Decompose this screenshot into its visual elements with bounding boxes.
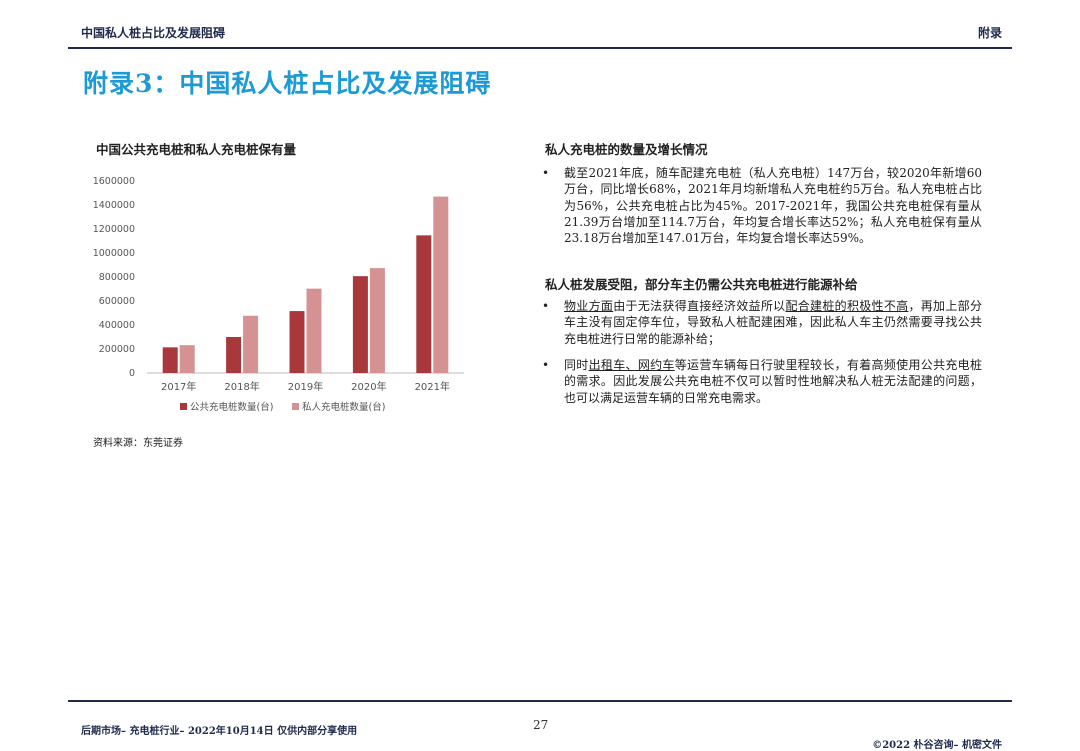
section2-bullet-1-text: 物业方面由于无法获得直接经济效益所以配合建桩的积极性不高，再加上部分车主没有固定…: [564, 298, 982, 347]
bar-private: [433, 196, 449, 373]
header-title: 中国私人桩占比及发展阻碍: [81, 26, 226, 40]
section1-title: 私人充电桩的数量及增长情况: [545, 142, 708, 157]
page-title: 附录3：中国私人桩占比及发展阻碍: [83, 69, 492, 98]
section1-bullet: • 截至2021年底，随车配建充电桩（私人充电桩）147万台，较2020年新增6…: [542, 165, 982, 246]
bar-private: [369, 268, 385, 373]
bullet-marker: •: [542, 358, 550, 372]
footer-divider: [68, 700, 1012, 702]
bullet-marker: •: [542, 299, 550, 313]
y-tick-label: 1400000: [93, 200, 135, 211]
y-tick-label: 800000: [99, 272, 135, 283]
y-tick-label: 600000: [99, 296, 135, 307]
section1-bullet-text: 截至2021年底，随车配建充电桩（私人充电桩）147万台，较2020年新增60万…: [564, 166, 982, 246]
header-divider: [68, 47, 1012, 49]
bar-private: [179, 345, 195, 373]
underlined-phrase: 出租车、网约车: [588, 358, 675, 372]
underlined-phrase: 配合建桩的积极性不高: [785, 299, 909, 313]
y-tick-label: 400000: [99, 320, 135, 331]
chart-title: 中国公共充电桩和私人充电桩保有量: [96, 142, 297, 157]
legend-label: 私人充电桩数量(台): [302, 401, 385, 413]
legend-swatch: [180, 403, 187, 410]
page-number: 27: [533, 718, 549, 732]
x-tick-label: 2021年: [415, 380, 450, 393]
header-section-label: 附录: [977, 26, 1002, 40]
bar-private: [306, 288, 322, 373]
text-run: 等运营车辆每日行驶里程较长，有着高频使用公共充电桩的需求。因此发展公共充电桩不仅…: [564, 358, 982, 405]
bullet-marker: •: [542, 166, 550, 180]
y-tick-label: 0: [129, 368, 135, 379]
bar-public: [352, 276, 368, 373]
x-tick-label: 2017年: [161, 380, 196, 393]
bar-public: [289, 311, 305, 373]
section2-title: 私人桩发展受阻，部分车主仍需公共充电桩进行能源补给: [545, 277, 858, 292]
footer-note: 后期市场– 充电桩行业– 2022年10月14日 仅供内部分享使用: [81, 726, 358, 737]
legend-swatch: [292, 403, 299, 410]
text-run: ，再加上部分车主没有固定停车位，导致私人桩配建困难，因此私人车主仍然需要寻找公共…: [564, 299, 982, 346]
section2-bullet-1: • 物业方面由于无法获得直接经济效益所以配合建桩的积极性不高，再加上部分车主没有…: [542, 298, 982, 347]
section2-bullet-2: • 同时出租车、网约车等运营车辆每日行驶里程较长，有着高频使用公共充电桩的需求。…: [542, 357, 982, 406]
legend-label: 公共充电桩数量(台): [190, 401, 273, 413]
x-tick-label: 2019年: [288, 380, 323, 393]
x-tick-label: 2020年: [351, 380, 386, 393]
chart-source: 资料来源：东莞证券: [93, 438, 183, 449]
footer-copyright: ©2022 朴谷咨询– 机密文件: [872, 740, 1002, 751]
x-tick-label: 2018年: [224, 380, 259, 393]
y-tick-label: 1200000: [93, 224, 135, 235]
bar-chart: 0 200000 400000 600000 800000 1000000 1200000 1…: [93, 176, 464, 413]
y-tick-label: 200000: [99, 344, 135, 355]
bar-public: [162, 347, 178, 373]
bar-public: [226, 337, 242, 373]
underlined-phrase: 物业方面: [564, 299, 614, 313]
text-run: 由于无法获得直接经济效益所以: [613, 299, 786, 313]
text-run: 同时: [564, 358, 589, 372]
bar-private: [243, 315, 259, 373]
y-tick-label: 1600000: [93, 176, 135, 187]
y-tick-label: 1000000: [93, 248, 135, 259]
bar-public: [416, 235, 432, 373]
section2-bullet-2-text: 同时出租车、网约车等运营车辆每日行驶里程较长，有着高频使用公共充电桩的需求。因此…: [564, 357, 982, 406]
